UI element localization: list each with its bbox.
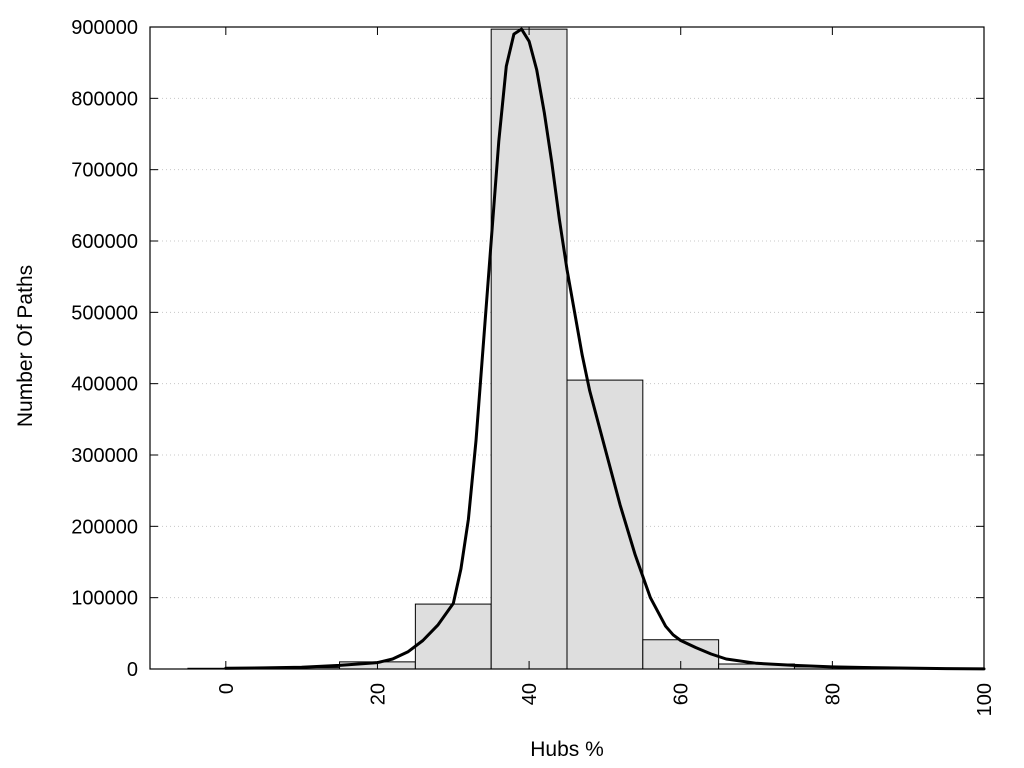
plot-frame	[149, 26, 985, 670]
y-tick-label: 500000	[71, 302, 138, 324]
y-tick-label: 0	[127, 659, 138, 681]
histogram-bar	[490, 28, 568, 670]
x-tick-label: 80	[822, 683, 844, 705]
x-axis-ticks: 0 20 40 60 80 100	[216, 27, 996, 716]
y-tick-label: 900000	[71, 17, 138, 39]
x-axis-label: Hubs %	[530, 738, 604, 761]
x-tick-label: 100	[974, 683, 996, 716]
y-axis-ticks: 0 100000 200000 300000 400000 500000 600000 700…	[71, 17, 984, 681]
y-tick-label: 300000	[71, 445, 138, 467]
y-tick-label: 600000	[71, 231, 138, 253]
histogram-bars	[187, 28, 947, 670]
y-axis-label: Number Of Paths	[14, 265, 37, 427]
y-tick-label: 800000	[71, 88, 138, 110]
histogram-bar	[566, 379, 644, 670]
y-tick-label: 100000	[71, 588, 138, 610]
x-tick-label: 60	[671, 683, 693, 705]
y-tick-label: 400000	[71, 374, 138, 396]
x-tick-label: 0	[216, 683, 238, 694]
y-tick-label: 200000	[71, 516, 138, 538]
fit-curve	[224, 27, 986, 671]
x-tick-label: 20	[367, 683, 389, 705]
x-tick-label: 40	[519, 683, 541, 705]
y-tick-label: 700000	[71, 160, 138, 182]
fit-curve-layer	[224, 27, 986, 671]
